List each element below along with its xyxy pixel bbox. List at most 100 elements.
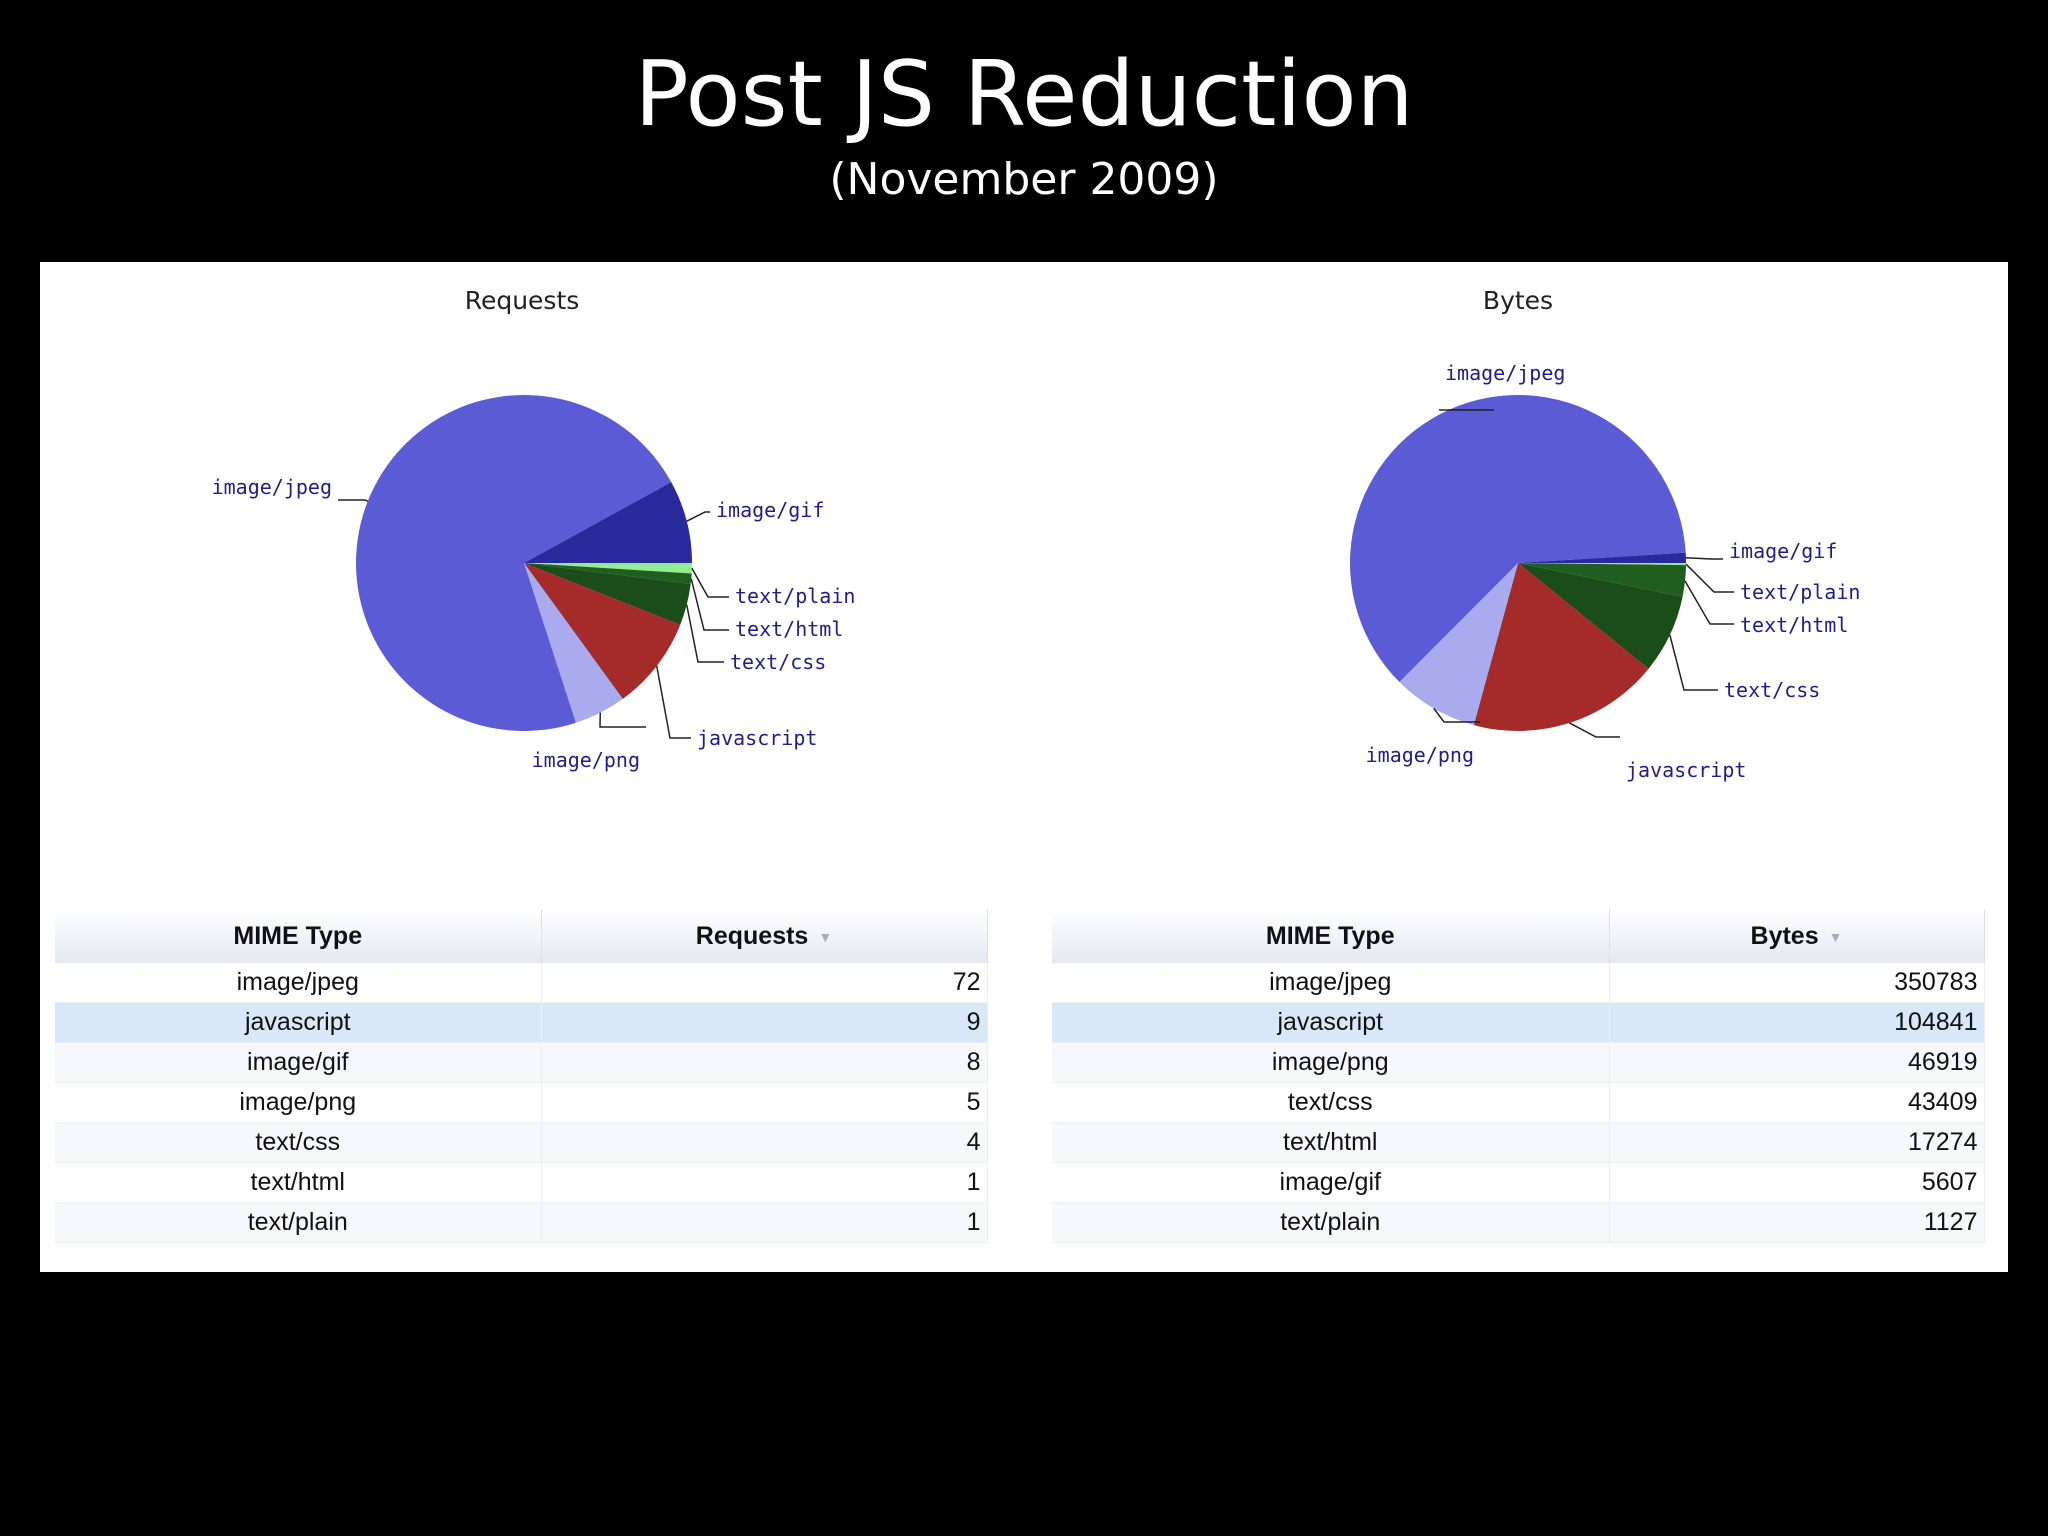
- column-header-label: Requests: [695, 921, 809, 950]
- bytes-column-header[interactable]: Bytes ▼: [1609, 909, 1985, 963]
- bytes-label-text-html: text/html: [1740, 613, 1848, 637]
- mime-type-cell: text/html: [55, 1162, 542, 1203]
- requests-value-cell: 1: [541, 1162, 988, 1203]
- mime-type-cell: javascript: [55, 1002, 542, 1043]
- bytes-labels: text/plain text/html text/css javascript ima…: [1366, 361, 1861, 782]
- requests-label-image-png: image/png: [532, 748, 640, 772]
- requests-slice-image-png: [524, 563, 623, 723]
- bytes-value-cell: 17274: [1609, 1122, 1985, 1163]
- requests-label-image-gif: image/gif: [716, 498, 824, 522]
- bytes-pie-chart: Bytes text/plain text/html text/css javascr…: [1350, 286, 1861, 782]
- bytes-value-cell: 1127: [1609, 1202, 1985, 1243]
- mime-type-cell: image/gif: [55, 1042, 542, 1083]
- table-row[interactable]: text/html 1: [55, 1162, 988, 1203]
- requests-slice-image-jpeg: [356, 395, 672, 731]
- requests-slice-image-gif: [524, 482, 692, 563]
- requests-slice-text-html: [524, 563, 692, 585]
- bytes-value-cell: 5607: [1609, 1162, 1985, 1203]
- table-row[interactable]: image/png 46919: [1052, 1042, 1985, 1083]
- table-row[interactable]: text/html 17274: [1052, 1122, 1985, 1163]
- bytes-value-cell: 43409: [1609, 1082, 1985, 1123]
- bytes-slice-image-png: [1399, 563, 1518, 726]
- bytes-label-image-png: image/png: [1366, 743, 1474, 767]
- bytes-value-cell: 350783: [1609, 963, 1985, 1003]
- requests-label-image-jpeg: image/jpeg: [212, 475, 332, 499]
- bytes-slice-javascript: [1473, 563, 1649, 731]
- requests-value-cell: 72: [541, 963, 988, 1003]
- requests-label-text-css: text/css: [730, 650, 826, 674]
- requests-leader-text-css: [685, 604, 724, 663]
- requests-slices: [356, 395, 692, 731]
- bytes-label-text-css: text/css: [1724, 678, 1820, 702]
- mime-type-column-header[interactable]: MIME Type: [55, 909, 542, 963]
- requests-table: MIME Type Requests ▼ image/jpeg 72 javascri…: [55, 909, 988, 1243]
- requests-value-cell: 8: [541, 1042, 988, 1083]
- requests-leader-image-gif: [686, 511, 710, 522]
- requests-value-cell: 5: [541, 1082, 988, 1123]
- bytes-slices: [1350, 395, 1686, 731]
- table-row[interactable]: image/gif 5607: [1052, 1162, 1985, 1203]
- table-row[interactable]: javascript 104841: [1052, 1002, 1985, 1043]
- requests-label-text-html: text/html: [735, 617, 843, 641]
- requests-leader-text-plain: [691, 567, 729, 598]
- bytes-slice-text-plain: [1518, 563, 1686, 566]
- bytes-label-image-jpeg: image/jpeg: [1445, 361, 1565, 385]
- table-row[interactable]: image/jpeg 350783: [1052, 963, 1985, 1003]
- requests-leader-image-jpeg: [338, 499, 369, 502]
- bytes-leader-image-gif: [1685, 557, 1723, 560]
- bytes-value-cell: 104841: [1609, 1002, 1985, 1043]
- bytes-label-image-gif: image/gif: [1729, 539, 1837, 563]
- bytes-leader-text-plain: [1685, 563, 1734, 593]
- bytes-slice-text-html: [1518, 563, 1686, 597]
- bytes-slice-image-gif: [1518, 552, 1686, 563]
- table-header-row: MIME Type Requests ▼: [55, 909, 988, 963]
- sort-down-icon: ▼: [1828, 928, 1843, 945]
- mime-type-cell: text/css: [55, 1122, 542, 1163]
- requests-slice-javascript: [524, 563, 681, 699]
- requests-label-javascript: javascript: [697, 726, 817, 750]
- column-header-label: Bytes: [1750, 921, 1819, 950]
- report-panel: Requests text/plain text/html text/css java…: [40, 262, 2008, 1272]
- table-row[interactable]: image/gif 8: [55, 1042, 988, 1083]
- requests-leader-image-png: [599, 712, 646, 728]
- slide-subtitle: (November 2009): [829, 154, 1219, 205]
- requests-labels: text/plain text/html text/css javascript ima…: [212, 475, 856, 772]
- requests-chart-title: Requests: [465, 286, 580, 315]
- requests-value-cell: 1: [541, 1202, 988, 1243]
- bytes-leader-image-png: [1433, 707, 1480, 723]
- mime-type-cell: image/jpeg: [1052, 963, 1610, 1003]
- table-row[interactable]: image/png 5: [55, 1082, 988, 1123]
- bytes-leader-javascript: [1569, 722, 1620, 738]
- mime-type-cell: text/css: [1052, 1082, 1610, 1123]
- column-header-label: MIME Type: [233, 921, 363, 950]
- bytes-leader-text-html: [1684, 580, 1734, 625]
- column-header-label: MIME Type: [1265, 921, 1395, 950]
- bytes-slice-image-jpeg: [1350, 395, 1686, 683]
- requests-value-cell: 9: [541, 1002, 988, 1043]
- table-row[interactable]: text/css 4: [55, 1122, 988, 1163]
- mime-type-column-header[interactable]: MIME Type: [1052, 909, 1610, 963]
- requests-value-cell: 4: [541, 1122, 988, 1163]
- mime-type-cell: javascript: [1052, 1002, 1610, 1043]
- bytes-label-javascript: javascript: [1626, 758, 1746, 782]
- mime-type-cell: image/png: [1052, 1042, 1610, 1083]
- requests-slice-text-css: [524, 563, 691, 625]
- requests-pie-chart: Requests text/plain text/html text/css java…: [212, 286, 856, 772]
- bytes-table: MIME Type Bytes ▼ image/jpeg 350783 javascr…: [1052, 909, 1985, 1243]
- slide-title: Post JS Reduction: [634, 42, 1414, 147]
- table-row[interactable]: text/plain 1: [55, 1202, 988, 1243]
- mime-type-cell: text/plain: [55, 1202, 542, 1243]
- requests-label-text-plain: text/plain: [735, 584, 855, 608]
- requests-leader-text-html: [690, 578, 729, 631]
- mime-type-cell: image/png: [55, 1082, 542, 1123]
- table-header-row: MIME Type Bytes ▼: [1052, 909, 1985, 963]
- requests-leader-javascript: [656, 665, 691, 739]
- table-row[interactable]: javascript 9: [55, 1002, 988, 1043]
- bytes-chart-title: Bytes: [1483, 286, 1553, 315]
- table-row[interactable]: image/jpeg 72: [55, 963, 988, 1003]
- requests-column-header[interactable]: Requests ▼: [541, 909, 988, 963]
- table-row[interactable]: text/plain 1127: [1052, 1202, 1985, 1243]
- bytes-value-cell: 46919: [1609, 1042, 1985, 1083]
- bytes-label-text-plain: text/plain: [1740, 580, 1860, 604]
- table-row[interactable]: text/css 43409: [1052, 1082, 1985, 1123]
